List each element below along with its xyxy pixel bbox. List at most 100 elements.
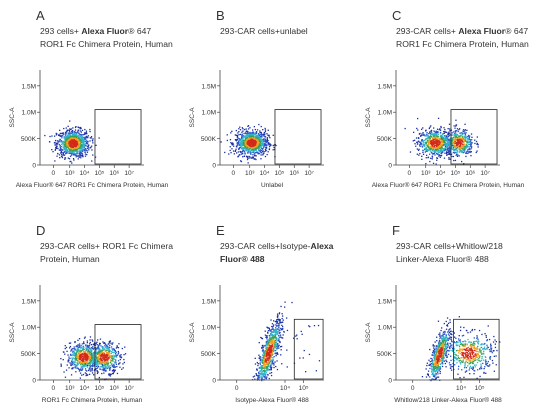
event-point	[110, 365, 111, 366]
event-point	[450, 322, 451, 323]
event-point	[112, 342, 113, 343]
event-point	[268, 151, 269, 152]
event-point	[66, 127, 67, 128]
event-point	[79, 343, 80, 344]
gate-rectangle[interactable]	[294, 319, 323, 379]
event-point	[494, 339, 495, 340]
event-point	[123, 367, 124, 368]
event-point	[275, 332, 276, 333]
event-point	[72, 364, 73, 365]
event-point	[259, 130, 260, 131]
event-point	[266, 133, 267, 134]
event-point	[82, 343, 83, 344]
event-point	[96, 355, 97, 356]
event-point	[44, 135, 45, 136]
event-point	[244, 153, 245, 154]
event-point	[122, 363, 123, 364]
event-point	[111, 346, 112, 347]
x-tick-label: 10⁵	[450, 170, 460, 177]
event-point	[90, 137, 91, 138]
event-point	[269, 136, 270, 137]
x-axis-label: Alexa Fluor® 647 ROR1 Fc Chimera Protein…	[16, 181, 169, 189]
event-point	[266, 372, 267, 373]
event-point	[417, 148, 418, 149]
event-point	[463, 139, 464, 140]
event-point	[457, 134, 458, 135]
event-point	[269, 373, 270, 374]
event-point	[269, 369, 270, 370]
event-point	[431, 136, 432, 137]
event-point	[464, 137, 465, 138]
event-point	[453, 156, 454, 157]
event-point	[258, 355, 259, 356]
event-point	[80, 368, 81, 369]
event-point	[274, 344, 275, 345]
event-point	[57, 142, 58, 143]
event-point	[268, 353, 269, 354]
event-point	[277, 314, 278, 315]
event-point	[446, 132, 447, 133]
event-point	[125, 353, 126, 354]
event-point	[245, 133, 246, 134]
event-point	[259, 362, 260, 363]
event-point	[496, 364, 497, 365]
event-point	[433, 136, 434, 137]
event-point	[76, 156, 77, 157]
event-point	[455, 160, 456, 161]
gate-rectangle[interactable]	[275, 110, 321, 164]
y-tick-label: 1.0M	[22, 110, 36, 117]
y-tick-label: 0	[32, 163, 36, 170]
gate-rectangle[interactable]	[95, 110, 141, 164]
event-point	[444, 138, 445, 139]
event-point	[74, 153, 75, 154]
event-point	[257, 129, 258, 130]
x-tick-label: 10⁶	[109, 385, 119, 392]
event-point	[496, 341, 497, 342]
event-point	[274, 353, 275, 354]
event-point	[276, 355, 277, 356]
x-tick-label: 10⁴	[80, 170, 90, 177]
event-point	[449, 319, 450, 320]
event-point	[466, 145, 467, 146]
event-point	[280, 306, 281, 307]
event-point	[268, 143, 269, 144]
event-point	[96, 349, 97, 350]
event-point	[459, 136, 460, 137]
event-point	[453, 147, 454, 148]
event-point	[242, 156, 243, 157]
event-point	[430, 125, 431, 126]
event-point	[448, 145, 449, 146]
event-point	[447, 317, 448, 318]
event-point	[459, 152, 460, 153]
event-point	[432, 158, 433, 159]
event-point	[241, 139, 242, 140]
event-point	[63, 128, 64, 129]
event-point	[260, 376, 261, 377]
event-point	[247, 149, 248, 150]
event-point	[75, 349, 76, 350]
y-axis-label: SSC-A	[365, 107, 372, 128]
event-point	[308, 325, 309, 326]
event-point	[258, 124, 259, 125]
event-point	[235, 149, 236, 150]
event-point	[445, 147, 446, 148]
event-point	[430, 151, 431, 152]
event-point	[108, 350, 109, 351]
event-point	[455, 149, 456, 150]
event-point	[426, 132, 427, 133]
event-point	[96, 362, 97, 363]
event-point	[71, 162, 72, 163]
event-point	[230, 152, 231, 153]
event-point	[269, 137, 270, 138]
event-point	[98, 357, 99, 358]
event-point	[455, 137, 456, 138]
event-point	[488, 325, 489, 326]
event-point	[286, 350, 287, 351]
y-tick-label: 1.5M	[202, 298, 216, 305]
event-point	[421, 144, 422, 145]
event-point	[237, 132, 238, 133]
event-point	[90, 367, 91, 368]
event-point	[68, 158, 69, 159]
event-point	[452, 139, 453, 140]
